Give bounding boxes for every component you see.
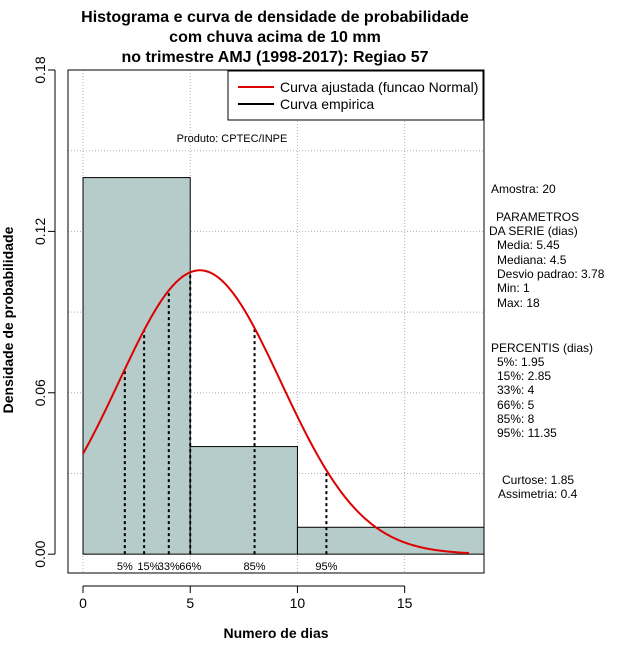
- percentile-labels-layer: 5% 15%33% 66% 85% 95%: [117, 561, 338, 573]
- normal-fit-curve: [82, 269, 470, 555]
- stat-media: Media: 5.45: [497, 238, 560, 252]
- curve-layer: [82, 269, 470, 555]
- legend-label-empirical: Curva empirica: [280, 96, 374, 112]
- stat-curtose: Curtose: 1.85: [502, 473, 574, 487]
- y-tick-label: 0.06: [32, 379, 48, 406]
- x-tick-label: 0: [79, 595, 87, 611]
- stat-param-title-1: PARAMETROS: [496, 210, 579, 224]
- stat-p33: 33%: 4: [497, 383, 535, 397]
- stat-p5: 5%: 1.95: [497, 355, 545, 369]
- histogram-bar-1: [82, 177, 191, 555]
- stat-desvio: Desvio padrao: 3.78: [497, 267, 605, 281]
- stat-mediana: Mediana: 4.5: [497, 253, 567, 267]
- x-tick-label: 5: [186, 595, 194, 611]
- stat-assimetria: Assimetria: 0.4: [498, 487, 578, 501]
- chart-title-line-1: Histograma e curva de densidade de proba…: [81, 9, 469, 26]
- stat-p66: 66%: 5: [497, 398, 535, 412]
- x-axis-label: Numero de dias: [223, 625, 328, 641]
- legend-label-normal-fit: Curva ajustada (funcao Normal): [280, 79, 478, 95]
- percentile-label-3: 33%: [158, 561, 180, 573]
- y-tick-label: 0.12: [32, 218, 48, 245]
- legend: Curva ajustada (funcao Normal) Curva emp…: [227, 70, 484, 121]
- percentile-label-1: 5%: [117, 561, 133, 573]
- chart-title-line-3: no trimestre AMJ (1998-2017): Regiao 57: [121, 49, 428, 66]
- histogram-bar-3: [296, 526, 485, 555]
- stat-p95: 95%: 11.35: [497, 426, 557, 440]
- stat-min: Min: 1: [497, 281, 530, 295]
- percentile-label-4: 66%: [179, 561, 201, 573]
- x-axis: 0 5 10 15: [79, 585, 413, 611]
- stat-amostra: Amostra: 20: [491, 182, 556, 196]
- legend-box: [227, 70, 484, 121]
- stats-panel: Amostra: 20 PARAMETROS DA SERIE (dias) M…: [489, 182, 605, 501]
- y-tick-label: 0.18: [32, 56, 48, 83]
- stat-max: Max: 18: [497, 296, 540, 310]
- stat-percentis-title: PERCENTIS (dias): [491, 341, 593, 355]
- y-axis: 0.00 0.06 0.12 0.18: [32, 56, 56, 568]
- x-tick-label: 15: [397, 595, 413, 611]
- chart-title-line-2: com chuva acima de 10 mm: [169, 29, 381, 46]
- stat-param-title-2: DA SERIE (dias): [489, 224, 578, 238]
- percentile-lines-layer: [123, 272, 328, 555]
- stat-p15: 15%: 2.85: [497, 369, 551, 383]
- bars-layer: [82, 177, 485, 555]
- product-note: Produto: CPTEC/INPE: [177, 133, 288, 145]
- percentile-label-5: 85%: [244, 561, 266, 573]
- y-tick-label: 0.00: [32, 540, 48, 567]
- stat-p85: 85%: 8: [497, 412, 535, 426]
- y-axis-label: Densidade de probabilidade: [0, 226, 16, 413]
- percentile-label-2: 15%: [137, 561, 159, 573]
- histogram-bar-2: [189, 446, 298, 555]
- x-tick-label: 10: [290, 595, 306, 611]
- percentile-label-6: 95%: [315, 561, 337, 573]
- plot-frame: [67, 69, 485, 574]
